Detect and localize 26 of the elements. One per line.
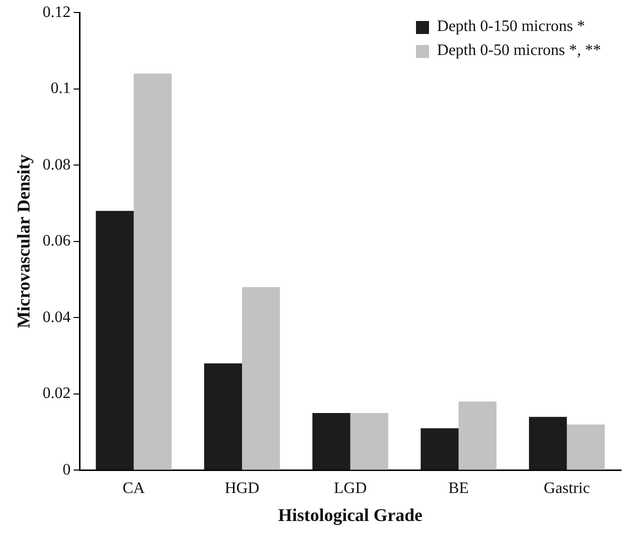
y-tick-label: 0.04 xyxy=(42,308,71,326)
x-tick-label: HGD xyxy=(224,480,260,498)
y-tick-label: 0.06 xyxy=(42,232,71,250)
y-tick-label: 0.1 xyxy=(50,80,71,98)
bar xyxy=(204,363,242,470)
legend-label: Depth 0-50 microns *, ** xyxy=(437,42,601,60)
bar xyxy=(96,210,134,470)
legend-label: Depth 0-150 microns * xyxy=(437,18,585,36)
bar xyxy=(242,287,280,470)
x-axis-title: Histological Grade xyxy=(278,504,423,525)
bar xyxy=(312,413,350,470)
bar xyxy=(566,424,605,470)
y-tick-label: 0 xyxy=(62,461,71,478)
bar xyxy=(420,428,459,470)
x-tick-label: Gastric xyxy=(544,480,590,498)
x-tick-label: BE xyxy=(448,480,469,498)
bar xyxy=(528,416,567,470)
y-tick-label: 0.12 xyxy=(42,4,71,21)
y-tick-label: 0.02 xyxy=(42,385,71,402)
x-tick-label: CA xyxy=(122,480,146,498)
y-axis-title: Microvascular Density xyxy=(13,154,34,328)
bar xyxy=(350,413,388,470)
x-tick-label: LGD xyxy=(334,480,367,498)
bar xyxy=(134,74,172,470)
y-tick-label: 0.08 xyxy=(42,156,71,174)
bar xyxy=(458,402,496,470)
